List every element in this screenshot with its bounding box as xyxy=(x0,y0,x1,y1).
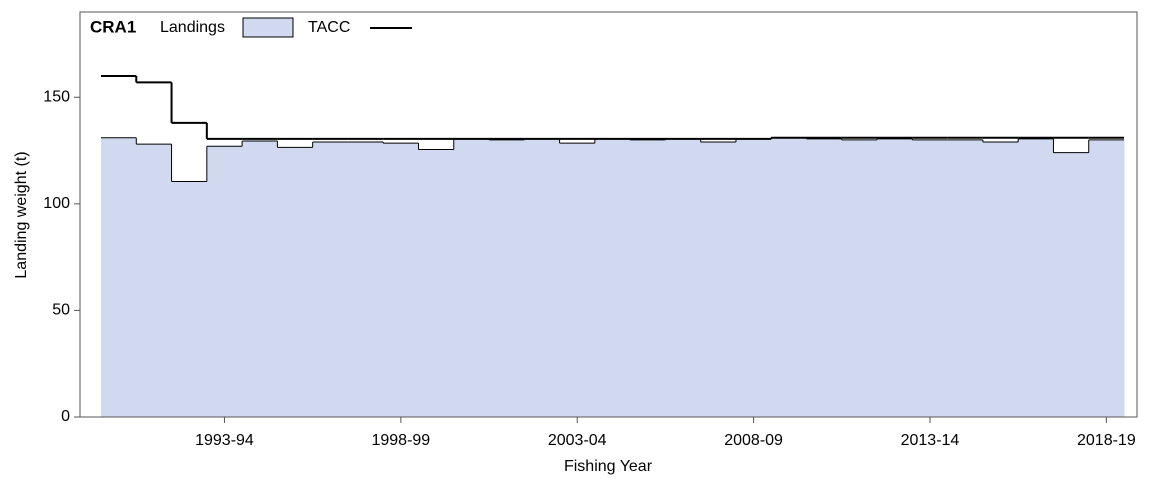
bar xyxy=(524,138,561,417)
x-tick-label: 1993-94 xyxy=(195,432,254,449)
bar xyxy=(771,137,808,417)
bar xyxy=(594,138,631,417)
chart-title: CRA1 xyxy=(90,17,136,36)
legend-label: Landings xyxy=(160,19,225,36)
bar xyxy=(1088,139,1125,418)
y-tick-label: 100 xyxy=(43,195,70,212)
x-tick-label: 2008-09 xyxy=(724,432,783,449)
x-tick-label: 2018-19 xyxy=(1077,432,1136,449)
bar xyxy=(559,143,596,417)
bar xyxy=(630,139,666,418)
bar xyxy=(383,143,419,417)
bar xyxy=(1018,138,1054,417)
bar xyxy=(947,139,984,418)
plot-frame xyxy=(79,11,1138,418)
bar xyxy=(101,137,137,417)
bar xyxy=(1053,152,1090,417)
bar xyxy=(418,149,455,417)
x-tick-label: 2013-14 xyxy=(901,432,960,449)
x-axis-label: Fishing Year xyxy=(564,458,653,475)
x-tick-label: 2003-04 xyxy=(548,432,607,449)
bar xyxy=(171,181,208,417)
bar xyxy=(347,142,384,418)
bar xyxy=(841,139,878,418)
legend-swatch xyxy=(242,17,294,38)
bar xyxy=(312,142,349,418)
bar xyxy=(453,138,490,417)
y-tick-label: 150 xyxy=(43,88,70,105)
bar xyxy=(912,139,949,418)
legend-label: TACC xyxy=(308,19,350,36)
bar xyxy=(665,138,702,417)
bar xyxy=(735,138,772,417)
bar xyxy=(982,142,1019,418)
bar xyxy=(277,147,314,417)
bar xyxy=(206,146,243,417)
y-axis-label: Landing weight (t) xyxy=(13,151,30,278)
y-tick-label: 50 xyxy=(52,302,70,319)
bar xyxy=(700,142,737,418)
bar xyxy=(136,144,173,417)
bar xyxy=(242,140,278,418)
y-tick-label: 0 xyxy=(61,408,70,425)
bar xyxy=(877,138,913,417)
bar xyxy=(489,139,525,418)
bar xyxy=(806,138,843,417)
x-tick-label: 1998-99 xyxy=(371,432,430,449)
